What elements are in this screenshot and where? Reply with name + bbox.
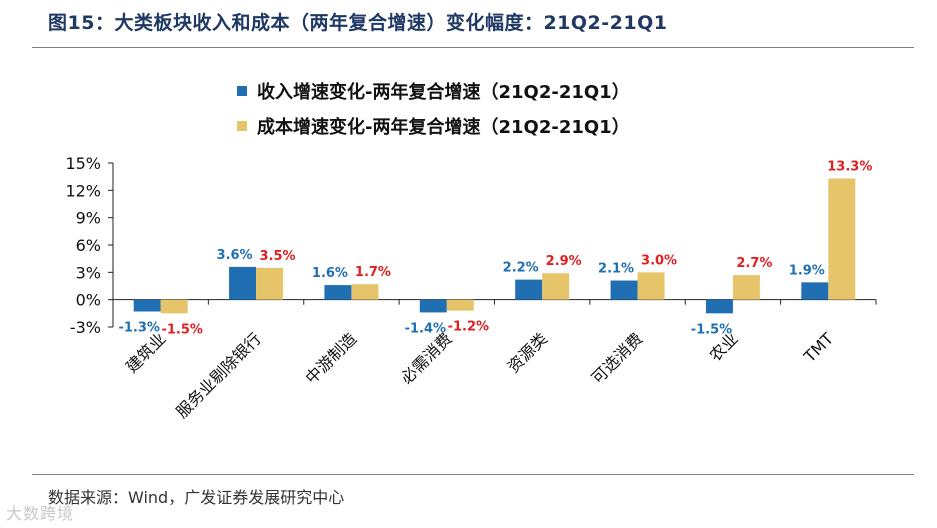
bar-revenue: [324, 285, 352, 300]
bar-cost: [637, 272, 665, 300]
y-tick-label: 9%: [76, 209, 101, 228]
y-tick-label: 6%: [76, 236, 101, 255]
y-tick-label: 12%: [65, 181, 101, 200]
x-category-label: 中游制造: [302, 329, 361, 388]
data-label-cost: 13.3%: [827, 159, 872, 174]
bar-cost: [256, 267, 284, 300]
data-label-revenue: -1.3%: [118, 321, 159, 336]
bar-revenue: [801, 282, 829, 300]
title-divider: [32, 47, 914, 48]
chart-legend: 收入增速变化-两年复合增速（21Q2-21Q1） 成本增速变化-两年复合增速（2…: [237, 73, 630, 143]
bar-revenue: [133, 299, 161, 312]
x-category-label: 必需消费: [397, 329, 456, 388]
data-label-cost: 2.7%: [736, 256, 772, 271]
x-category-label: TMT: [799, 329, 837, 367]
data-label-revenue: 1.6%: [312, 266, 348, 281]
bar-cost: [542, 273, 570, 300]
y-tick-label: -3%: [70, 318, 101, 337]
data-label-cost: 1.7%: [355, 265, 391, 280]
watermark: 大数跨境: [6, 504, 75, 523]
data-label-revenue: 2.2%: [503, 261, 539, 276]
y-tick-label: 0%: [76, 291, 101, 310]
x-category-label: 服务业剔除银行: [172, 329, 265, 422]
x-category-label: 资源类: [504, 329, 551, 376]
bar-cost: [732, 275, 760, 300]
data-label-cost: 2.9%: [546, 254, 582, 269]
data-label-revenue: 1.9%: [789, 263, 825, 278]
data-label-cost: 3.5%: [260, 249, 296, 264]
data-label-cost: 3.0%: [641, 253, 677, 268]
bar-revenue: [229, 266, 257, 300]
data-label-revenue: -1.5%: [691, 322, 732, 337]
bar-revenue: [419, 299, 447, 313]
legend-label-cost: 成本增速变化-两年复合增速（21Q2-21Q1）: [257, 116, 630, 138]
source-note: 数据来源：Wind，广发证券发展研究中心: [48, 488, 345, 507]
legend-item-cost: 成本增速变化-两年复合增速（21Q2-21Q1）: [237, 108, 630, 143]
bar-revenue: [705, 299, 733, 314]
legend-swatch-cost: [237, 120, 247, 131]
bar-revenue: [515, 279, 543, 300]
data-label-revenue: 2.1%: [598, 262, 634, 277]
bar-cost: [160, 299, 188, 314]
data-label-revenue: -1.4%: [405, 321, 446, 336]
data-label-cost: -1.2%: [448, 320, 489, 335]
figure-title: 图15：大类板块收入和成本（两年复合增速）变化幅度：21Q2-21Q1: [48, 12, 668, 34]
y-tick-label: 15%: [65, 154, 101, 173]
bar-cost: [828, 178, 856, 300]
x-category-label: 建筑业: [122, 329, 169, 376]
legend-swatch-revenue: [237, 85, 247, 96]
bar-cost: [351, 284, 379, 300]
x-category-label: 可选消费: [588, 329, 647, 388]
y-tick-label: 3%: [76, 263, 101, 282]
bar-revenue: [610, 280, 638, 300]
bar-cost: [446, 299, 474, 311]
data-label-cost: -1.5%: [161, 322, 202, 337]
legend-item-revenue: 收入增速变化-两年复合增速（21Q2-21Q1）: [237, 73, 630, 108]
legend-label-revenue: 收入增速变化-两年复合增速（21Q2-21Q1）: [257, 81, 630, 103]
data-label-revenue: 3.6%: [217, 248, 253, 263]
source-divider: [32, 474, 914, 475]
